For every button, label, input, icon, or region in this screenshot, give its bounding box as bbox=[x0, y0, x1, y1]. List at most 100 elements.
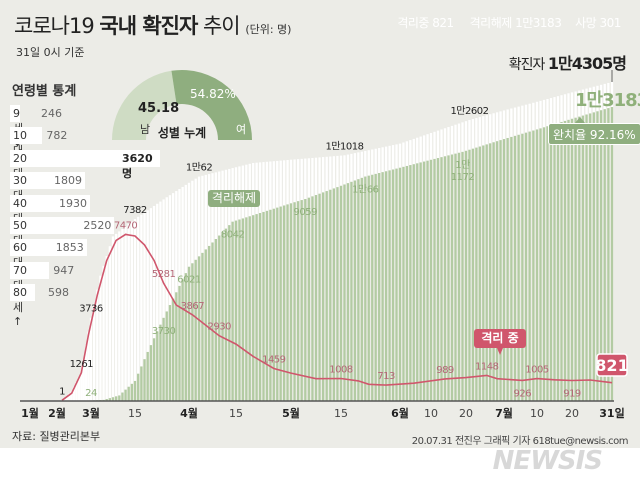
released-bar bbox=[114, 396, 118, 401]
released-bar bbox=[272, 208, 275, 401]
confirmed-bar bbox=[96, 289, 99, 401]
released-bar bbox=[436, 158, 440, 401]
released-bar bbox=[510, 136, 513, 401]
released-bar bbox=[194, 259, 197, 401]
released-bar bbox=[502, 139, 506, 402]
confirmed-bar bbox=[156, 203, 159, 401]
data-label: 1008 bbox=[329, 365, 353, 376]
confirmed-bar bbox=[80, 372, 83, 401]
released-bar bbox=[364, 176, 367, 401]
data-label: 7382 bbox=[123, 205, 147, 216]
released-bar bbox=[378, 173, 381, 401]
released-bar bbox=[381, 172, 384, 401]
cure-rate-badge: 완치율 92.16% bbox=[548, 123, 640, 145]
age-value: 1930 bbox=[58, 196, 87, 210]
total-released: 1만3183 bbox=[575, 90, 640, 111]
x-tick-label: 31일 bbox=[599, 406, 624, 420]
age-value: 2520 bbox=[83, 219, 112, 232]
released-bar bbox=[307, 197, 311, 401]
badge-isolated: 격리중 821 bbox=[397, 16, 454, 30]
isolated-tag-pointer bbox=[497, 348, 503, 355]
confirmed-bar bbox=[87, 331, 90, 401]
data-label: 919 bbox=[563, 389, 581, 400]
confirmed-bar bbox=[105, 256, 108, 401]
x-tick-label: 1월 bbox=[21, 406, 39, 420]
age-label: 80세↑ bbox=[13, 286, 27, 329]
confirmed-bar bbox=[140, 214, 143, 401]
released-bar bbox=[553, 124, 556, 402]
released-bar bbox=[262, 211, 265, 401]
confirmed-bar bbox=[89, 317, 93, 401]
released-bar bbox=[395, 168, 398, 401]
cure-pointer bbox=[575, 117, 585, 123]
released-bar bbox=[159, 324, 162, 401]
released-bar bbox=[118, 395, 121, 401]
age-stats-title: 연령별 통계 bbox=[12, 84, 77, 99]
released-bar bbox=[388, 170, 391, 401]
released-bar bbox=[596, 111, 599, 401]
released-bar bbox=[521, 133, 524, 401]
released-bar bbox=[149, 345, 153, 401]
released-bar bbox=[461, 151, 464, 401]
released-bar bbox=[556, 123, 560, 401]
confirmed-bar bbox=[92, 303, 96, 401]
age-value: 598 bbox=[48, 286, 69, 300]
data-label: 5281 bbox=[152, 269, 176, 280]
released-bar bbox=[447, 155, 450, 401]
released-bar bbox=[228, 225, 231, 401]
released-bar bbox=[457, 152, 461, 401]
data-label: 1만2602 bbox=[450, 105, 488, 117]
released-bar bbox=[133, 380, 137, 401]
released-bar bbox=[184, 273, 187, 401]
released-bar bbox=[599, 110, 603, 402]
data-label: 1261 bbox=[70, 359, 94, 370]
age-bar bbox=[10, 105, 21, 122]
released-bar bbox=[574, 117, 577, 402]
released-bar bbox=[124, 389, 127, 401]
released-bar bbox=[252, 215, 255, 401]
released-bar bbox=[296, 201, 300, 401]
released-bar bbox=[607, 108, 610, 401]
data-label: 1 bbox=[59, 386, 65, 397]
data-label: 8042 bbox=[221, 230, 245, 241]
released-bar bbox=[282, 205, 286, 401]
x-tick-label: 10 bbox=[424, 407, 438, 420]
released-bar bbox=[549, 125, 553, 402]
released-bar bbox=[374, 173, 377, 401]
confirmed-bar bbox=[85, 345, 88, 401]
donut-male-segment bbox=[112, 70, 177, 140]
released-bar bbox=[111, 397, 115, 401]
released-bar bbox=[433, 158, 436, 401]
released-bar bbox=[528, 131, 531, 402]
released-bar bbox=[567, 119, 570, 401]
released-bar bbox=[471, 148, 475, 401]
gender-title: 성별 누계 bbox=[158, 125, 206, 140]
confirmed-bar bbox=[143, 212, 146, 401]
confirmed-bar bbox=[146, 210, 149, 401]
released-bar bbox=[350, 181, 353, 401]
released-bar bbox=[454, 153, 457, 401]
released-bar bbox=[121, 392, 124, 401]
released-bar bbox=[405, 165, 409, 401]
released-bar bbox=[581, 115, 585, 401]
badge-deaths: 사망 301 bbox=[575, 16, 621, 30]
chart: 45.18 54.82% 남 여 성별 누계 1월 2월 3월 15 4월 15 5월 15 6월 10 20… bbox=[20, 70, 629, 420]
released-bar bbox=[325, 191, 328, 401]
confirmed-bar bbox=[72, 386, 76, 401]
released-bar bbox=[563, 120, 567, 401]
released-bar bbox=[221, 232, 224, 401]
released-bar bbox=[304, 198, 307, 401]
released-bar bbox=[353, 180, 357, 401]
male-label: 남 bbox=[140, 123, 150, 136]
age-bar bbox=[10, 284, 35, 302]
age-value: 1809 bbox=[53, 174, 82, 188]
released-bar bbox=[332, 188, 336, 401]
data-label: 1172 bbox=[451, 172, 475, 183]
released-bar bbox=[187, 266, 191, 401]
released-bar bbox=[475, 147, 478, 401]
data-label: 24 bbox=[85, 388, 97, 399]
released-bar bbox=[279, 206, 282, 401]
x-tick-label: 15 bbox=[229, 407, 243, 420]
data-label: 7470 bbox=[114, 220, 138, 231]
released-bar bbox=[532, 130, 535, 401]
